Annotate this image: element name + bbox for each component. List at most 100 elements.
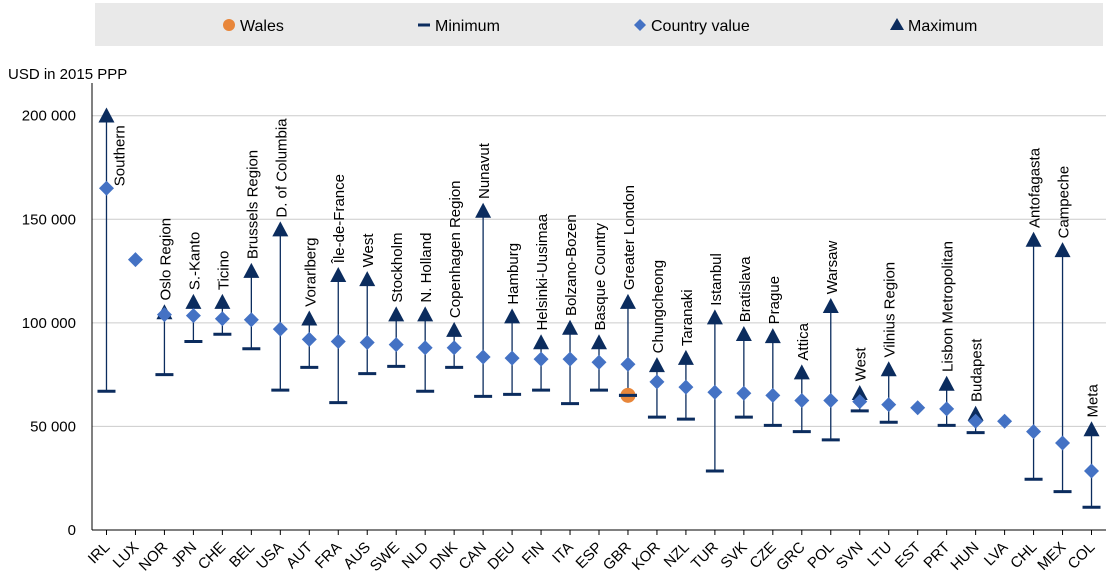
legend-item-minimum: Minimum xyxy=(418,18,500,35)
x-tick-label-fin: FIN xyxy=(519,539,548,568)
region-label-deu-hamburg: Hamburg xyxy=(505,243,522,305)
maximum-marker-ltu xyxy=(880,361,897,377)
x-tick-label-esp: ESP xyxy=(573,539,606,572)
region-label-svn-west: West xyxy=(853,347,870,382)
x-tick-label-svn: SVN xyxy=(833,539,867,573)
maximum-marker-svk xyxy=(735,326,752,341)
maximum-marker-ita xyxy=(562,319,579,335)
x-tick-label-nzl: NZL xyxy=(661,539,693,571)
country-lva xyxy=(997,413,1013,429)
maximum-marker-aus xyxy=(359,271,376,287)
country-value-marker-usa xyxy=(272,321,288,337)
region-label-nor-oslo-region: Oslo Region xyxy=(157,218,174,301)
x-tick-label-aus: AUS xyxy=(340,539,374,573)
region-label-jpn-s-kanto: S.-Kanto xyxy=(186,232,203,290)
maximum-marker-esp xyxy=(591,334,607,350)
region-label-fra-le-de-france: Île-de-France xyxy=(331,174,348,264)
legend-box xyxy=(95,3,1103,46)
x-tick-label-fra: FRA xyxy=(312,539,345,572)
region-label-che-ticino: Ticino xyxy=(215,251,232,290)
legend-label-minimum: Minimum xyxy=(435,18,500,35)
country-fra xyxy=(329,266,348,405)
legend-label-maximum: Maximum xyxy=(908,18,977,35)
country-value-marker-swe xyxy=(388,337,404,353)
region-label-pol-warsaw: Warsaw xyxy=(824,241,841,295)
legend-marker-circle xyxy=(223,19,235,31)
country-value-marker-can xyxy=(475,349,491,365)
legend-item-wales: Wales xyxy=(223,18,284,35)
region-label-ltu-vilnius-region: Vilnius Region xyxy=(882,262,899,358)
country-mex xyxy=(1053,242,1072,494)
x-tick-label-tur: TUR xyxy=(688,539,722,573)
country-value-marker-lux xyxy=(127,252,143,268)
region-label-gbr-greater-london: Greater London xyxy=(621,185,638,290)
country-value-marker-ita xyxy=(562,351,578,367)
legend: Wales Minimum Country value Maximum xyxy=(223,18,977,35)
x-tick-label-est: EST xyxy=(892,539,925,572)
country-value-marker-esp xyxy=(591,354,607,370)
x-tick-label-prt: PRT xyxy=(920,539,953,572)
x-tick-label-che: CHE xyxy=(195,539,229,573)
country-che xyxy=(213,293,232,336)
x-tick-label-pol: POL xyxy=(804,539,837,572)
maximum-marker-svn xyxy=(851,385,868,401)
region-label-nld-n-holland: N. Holland xyxy=(418,233,435,303)
maximum-marker-tur xyxy=(706,309,723,325)
country-value-marker-grc xyxy=(794,393,810,409)
maximum-marker-dnk xyxy=(446,321,463,337)
region-label-fin-helsinki-uusimaa: Helsinki-Uusimaa xyxy=(534,213,551,330)
maximum-marker-fin xyxy=(533,334,550,350)
country-value-marker-irl xyxy=(98,180,114,196)
x-tick-label-gbr: GBR xyxy=(600,539,635,574)
legend-marker-diamond xyxy=(634,19,646,31)
country-dnk xyxy=(445,321,464,369)
country-value-marker-jpn xyxy=(185,308,201,324)
region-label-kor-chungcheong: Chungcheong xyxy=(650,260,667,353)
x-tick-label-lva: LVA xyxy=(981,539,1012,570)
country-value-marker-aus xyxy=(359,335,375,351)
country-value-marker-hun xyxy=(968,413,984,429)
x-tick-label-kor: KOR xyxy=(629,539,664,574)
y-axis-label: USD in 2015 PPP xyxy=(8,66,127,83)
country-grc xyxy=(792,364,811,434)
country-value-marker-tur xyxy=(707,384,723,400)
x-tick-label-dnk: DNK xyxy=(427,539,461,573)
country-esp xyxy=(590,334,608,392)
region-label-aut-vorarlberg: Vorarlberg xyxy=(302,237,319,306)
x-tick-label-usa: USA xyxy=(253,539,287,573)
country-nzl xyxy=(676,349,695,421)
legend-label-country-value: Country value xyxy=(651,18,750,35)
country-value-marker-est xyxy=(910,400,926,416)
country-value-marker-pol xyxy=(823,393,839,409)
country-nld xyxy=(416,306,435,393)
y-tick-label-1: 50 000 xyxy=(30,418,76,435)
country-nor xyxy=(155,304,174,377)
x-tick-label-col: COL xyxy=(1065,539,1099,573)
maximum-marker-pol xyxy=(822,298,839,314)
country-value-marker-svk xyxy=(736,385,752,401)
region-label-grc-attica: Attica xyxy=(795,322,812,360)
country-value-marker-deu xyxy=(504,350,520,366)
maximum-marker-irl xyxy=(98,107,115,123)
x-tick-label-lux: LUX xyxy=(110,539,143,572)
country-value-marker-prt xyxy=(939,401,955,417)
y-tick-label-0: 0 xyxy=(68,522,76,539)
region-label-can-nunavut: Nunavut xyxy=(476,142,493,199)
country-ita xyxy=(561,319,580,406)
country-value-marker-dnk xyxy=(446,340,462,356)
x-tick-label-nor: NOR xyxy=(136,539,172,575)
country-jpn xyxy=(184,293,203,343)
country-deu xyxy=(503,308,522,396)
country-value-marker-nor xyxy=(156,307,172,323)
maximum-marker-grc xyxy=(793,364,810,380)
country-svn xyxy=(850,385,869,413)
maximum-marker-deu xyxy=(504,308,521,324)
gridlines xyxy=(92,115,1106,427)
region-label-usa-d-of-columbia: D. of Columbia xyxy=(273,118,290,218)
country-cze xyxy=(763,328,782,427)
maximum-marker-mex xyxy=(1054,242,1071,258)
country-fin xyxy=(532,334,551,392)
country-value-marker-lva xyxy=(997,413,1013,429)
maximum-marker-nld xyxy=(417,306,434,322)
